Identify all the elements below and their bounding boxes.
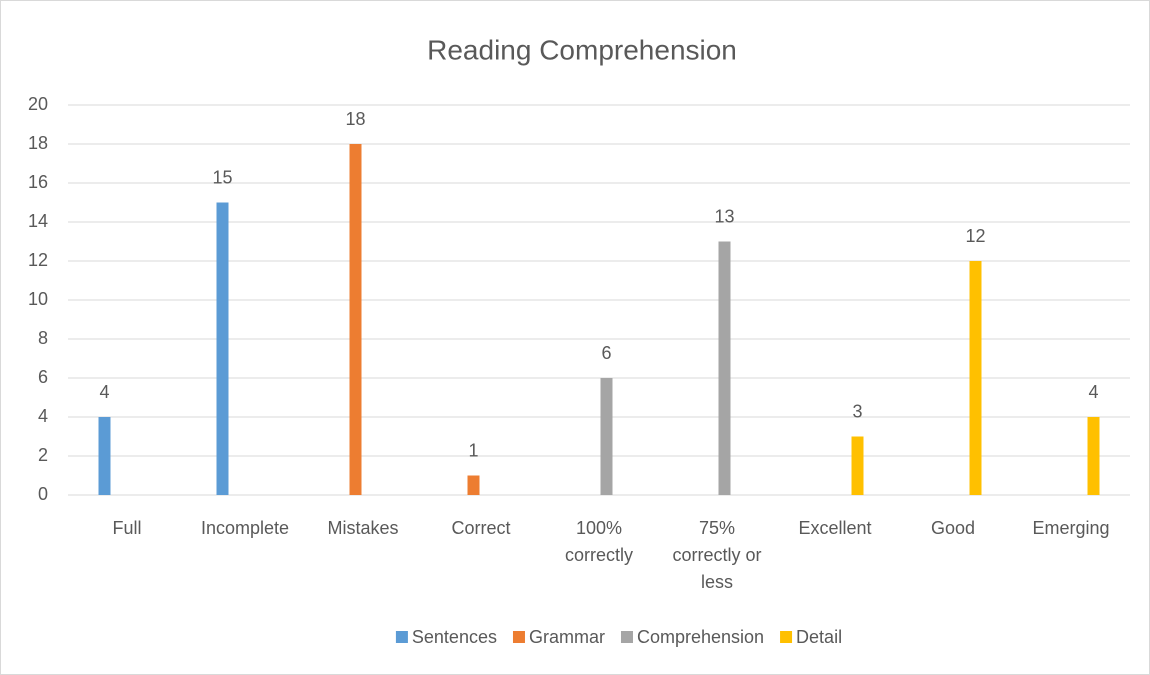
bar (216, 202, 229, 495)
y-tick-label: 6 (38, 367, 48, 387)
y-tick-label: 8 (38, 328, 48, 348)
y-tick-label: 20 (28, 94, 48, 114)
data-label: 4 (1088, 382, 1098, 402)
x-tick-label: 100% correctly (565, 518, 633, 565)
y-tick-label: 18 (28, 133, 48, 153)
data-label: 3 (852, 401, 862, 421)
y-tick-label: 12 (28, 250, 48, 270)
data-label: 15 (212, 167, 232, 187)
data-label: 4 (99, 382, 109, 402)
legend-label: Sentences (412, 627, 497, 647)
bar (969, 261, 982, 495)
data-label: 18 (345, 109, 365, 129)
bar (349, 144, 362, 495)
bar (1087, 417, 1100, 495)
legend-swatch (395, 631, 408, 643)
chart-title: Reading Comprehension (427, 34, 737, 65)
x-tick-label: Full (112, 518, 141, 538)
y-tick-label: 4 (38, 406, 48, 426)
legend-swatch (780, 631, 793, 643)
bar (98, 417, 111, 495)
legend-swatch (512, 631, 525, 643)
y-tick-label: 16 (28, 172, 48, 192)
x-tick-label: 75% correctly or less (672, 518, 761, 592)
y-tick-label: 0 (38, 484, 48, 504)
legend-swatch (620, 631, 633, 643)
bar (467, 475, 480, 495)
x-tick-label: Correct (451, 518, 510, 538)
legend-label: Comprehension (637, 627, 764, 647)
y-tick-label: 10 (28, 289, 48, 309)
x-tick-label: Good (931, 518, 975, 538)
x-tick-label: Mistakes (327, 518, 398, 538)
bar (600, 378, 613, 495)
data-label: 1 (468, 440, 478, 460)
data-label: 6 (601, 343, 611, 363)
y-tick-label: 14 (28, 211, 48, 231)
data-label: 12 (965, 226, 985, 246)
y-tick-label: 2 (38, 445, 48, 465)
x-tick-label: Emerging (1032, 518, 1109, 538)
x-tick-label: Excellent (798, 518, 871, 538)
data-label: 13 (714, 206, 734, 226)
bar (718, 241, 731, 495)
x-tick-label: Incomplete (201, 518, 289, 538)
bar (851, 436, 864, 495)
legend-label: Grammar (529, 627, 605, 647)
legend-label: Detail (796, 627, 842, 647)
